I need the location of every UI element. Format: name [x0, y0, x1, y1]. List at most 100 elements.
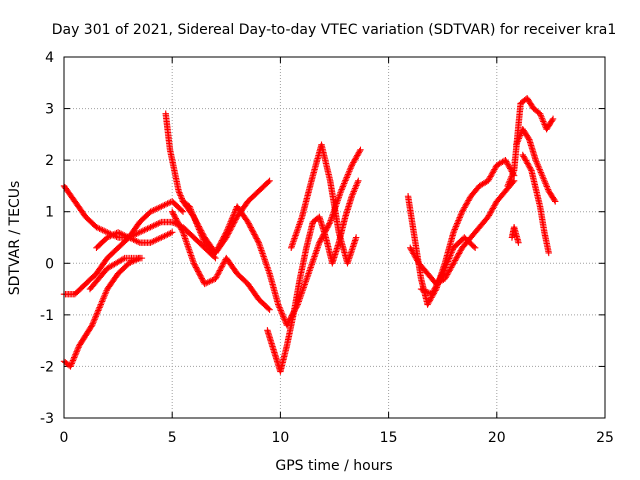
data-point [70, 355, 77, 363]
data-point [179, 208, 187, 215]
data-point [436, 275, 444, 283]
data-point [248, 225, 255, 233]
data-point [175, 187, 182, 195]
data-point [226, 220, 234, 227]
data-point [194, 221, 202, 229]
data-point [447, 252, 454, 259]
data-point [199, 230, 206, 237]
data-point [444, 258, 451, 265]
data-point [424, 288, 431, 296]
series-arc-17 [508, 223, 522, 246]
series-arc-11 [404, 156, 518, 308]
data-point [435, 277, 443, 284]
data-point [454, 218, 462, 226]
data-point [520, 153, 527, 160]
data-point [505, 162, 512, 169]
data-point [198, 275, 205, 282]
data-point [455, 250, 463, 257]
data-point [131, 237, 139, 244]
data-point [71, 352, 79, 360]
series-arc-12 [407, 177, 518, 288]
data-point [165, 230, 173, 238]
data-point [128, 235, 136, 243]
data-point [445, 255, 453, 262]
data-point [507, 174, 515, 182]
series-arc-9 [264, 177, 362, 375]
data-point [224, 226, 231, 233]
data-point [151, 221, 159, 229]
data-point [342, 177, 349, 184]
data-point [488, 208, 495, 215]
series-arc-8 [179, 146, 364, 329]
data-point [452, 223, 460, 230]
data-point [164, 200, 171, 207]
data-point [111, 230, 119, 238]
data-point [162, 201, 170, 208]
data-point [326, 220, 333, 227]
data-point [158, 203, 165, 210]
data-point [97, 301, 104, 308]
data-point [451, 257, 459, 264]
data-point [102, 228, 109, 235]
data-point [489, 205, 497, 212]
data-points [60, 95, 559, 375]
data-point [170, 211, 177, 218]
data-point [338, 186, 345, 193]
data-point [69, 357, 77, 364]
data-point [230, 210, 238, 218]
data-point [463, 200, 471, 207]
data-point [100, 293, 108, 301]
data-point [75, 344, 82, 351]
data-point [139, 227, 147, 235]
data-point [537, 169, 545, 176]
data-point [162, 232, 170, 239]
data-point [223, 229, 230, 236]
data-point [156, 204, 164, 211]
data-point [197, 272, 204, 279]
data-point [540, 177, 548, 184]
data-point [450, 260, 457, 267]
data-point [504, 182, 511, 190]
data-point [102, 288, 110, 296]
data-point [455, 215, 463, 223]
data-point [93, 223, 100, 231]
data-point [220, 234, 227, 242]
data-point [503, 159, 511, 167]
data-point [487, 173, 494, 180]
y-tick-label: -3 [40, 411, 54, 427]
data-point [219, 236, 226, 243]
data-point [542, 181, 550, 189]
data-point [200, 231, 207, 238]
data-point [324, 222, 332, 230]
data-point [521, 156, 529, 163]
grid-lines [64, 57, 605, 418]
data-point [541, 178, 549, 186]
data-point [96, 302, 104, 310]
data-point [488, 206, 496, 214]
data-point [218, 237, 226, 244]
data-point [462, 201, 470, 208]
data-point [435, 278, 442, 286]
data-point [339, 183, 347, 190]
data-point [134, 229, 142, 237]
data-point [451, 258, 458, 266]
data-point [449, 261, 456, 268]
data-point [278, 308, 285, 316]
data-point [537, 167, 544, 175]
data-point [232, 207, 239, 215]
data-point [104, 234, 111, 241]
data-point [99, 296, 106, 304]
data-point [466, 195, 473, 203]
data-point [191, 261, 198, 268]
data-point [275, 301, 282, 308]
data-point [172, 215, 180, 222]
data-point [219, 261, 226, 269]
data-point [455, 217, 462, 224]
data-point [151, 237, 159, 244]
data-point [215, 244, 222, 251]
data-point [509, 170, 517, 177]
data-point [215, 270, 222, 277]
data-point [67, 361, 75, 369]
data-point [251, 232, 259, 239]
data-point [432, 284, 439, 291]
